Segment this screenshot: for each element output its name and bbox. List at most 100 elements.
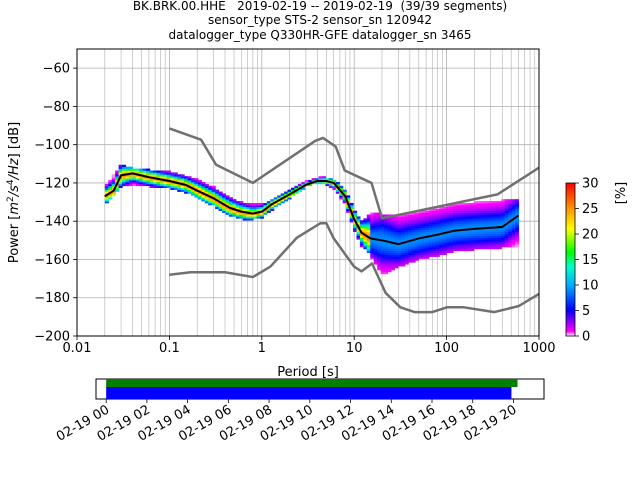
density-cell	[166, 174, 171, 177]
density-cell	[373, 224, 378, 227]
chart-title-line-2: sensor_type STS-2 sensor_sn 120942	[208, 13, 432, 27]
density-cell	[404, 260, 409, 263]
density-cell	[211, 201, 216, 204]
density-cell	[380, 248, 385, 252]
density-cell	[249, 204, 254, 208]
density-cell	[473, 225, 478, 229]
density-cell	[163, 178, 168, 181]
density-cell	[456, 237, 461, 240]
density-cell	[501, 239, 506, 242]
density-cell	[139, 180, 144, 183]
density-cell	[511, 243, 516, 246]
density-cell	[394, 220, 399, 223]
density-cell	[449, 247, 454, 250]
density-cell	[477, 218, 482, 221]
density-cell	[453, 220, 458, 223]
density-cell	[425, 218, 430, 221]
density-cell	[232, 204, 237, 208]
density-cell	[446, 224, 451, 227]
density-cell	[446, 239, 451, 242]
density-cell	[380, 227, 385, 231]
density-cell	[270, 199, 275, 202]
density-cell	[122, 176, 127, 179]
density-cell	[477, 229, 482, 233]
density-cell	[104, 195, 109, 198]
density-cell	[132, 180, 137, 183]
density-cell	[487, 227, 492, 231]
density-cell	[290, 187, 296, 190]
density-cell	[228, 214, 233, 217]
density-cell	[125, 176, 130, 179]
density-cell	[459, 235, 464, 238]
density-cell	[408, 248, 413, 252]
density-cell	[384, 266, 389, 269]
density-cell	[466, 237, 471, 240]
density-cell	[463, 204, 468, 208]
density-cell	[366, 231, 371, 234]
density-cell	[366, 220, 371, 223]
density-cell	[225, 212, 230, 215]
density-cell	[387, 245, 392, 248]
density-cell	[466, 204, 471, 208]
density-cell	[315, 178, 320, 181]
density-cell	[459, 227, 464, 231]
density-cell	[173, 183, 178, 187]
density-cell	[187, 181, 192, 185]
density-cell	[515, 203, 520, 206]
density-cell	[439, 225, 444, 229]
density-cell	[473, 237, 478, 240]
density-cell	[187, 178, 192, 181]
density-cell	[494, 212, 499, 215]
density-cell	[515, 229, 520, 233]
density-cell	[359, 241, 364, 244]
density-cell	[484, 214, 489, 217]
density-cell	[280, 201, 285, 204]
density-cell	[380, 266, 385, 269]
density-cell	[404, 243, 409, 246]
density-cell	[111, 174, 116, 177]
density-cell	[401, 231, 406, 234]
data-coverage-bar	[106, 379, 518, 387]
density-cell	[390, 231, 395, 234]
density-cell	[425, 247, 430, 250]
density-cell	[415, 229, 420, 233]
density-cell	[339, 185, 344, 189]
density-cell	[490, 229, 495, 233]
density-cell	[218, 199, 223, 202]
density-cell	[504, 224, 509, 227]
density-cell	[253, 204, 258, 208]
density-cell	[442, 222, 447, 225]
density-cell	[470, 241, 475, 244]
density-cell	[401, 233, 406, 236]
density-cell	[390, 227, 395, 231]
density-cell	[421, 254, 427, 257]
density-cell	[515, 212, 520, 215]
density-cell	[373, 214, 378, 217]
density-cell	[390, 225, 395, 229]
density-cell	[349, 203, 354, 206]
density-cell	[466, 239, 471, 242]
density-cell	[239, 204, 244, 208]
density-cell	[118, 178, 123, 181]
density-cell	[418, 239, 423, 242]
density-cell	[242, 203, 247, 206]
density-cell	[494, 218, 499, 221]
density-cell	[432, 208, 437, 211]
density-cell	[456, 214, 461, 217]
density-cell	[353, 224, 358, 227]
density-cell	[218, 195, 223, 198]
density-cell	[497, 243, 502, 246]
density-cell	[459, 237, 464, 240]
density-cell	[187, 187, 192, 190]
density-cell	[204, 187, 209, 190]
density-cell	[256, 206, 261, 210]
density-cell	[411, 222, 416, 225]
density-cell	[421, 225, 427, 229]
density-cell	[446, 218, 451, 221]
density-cell	[415, 222, 420, 225]
density-cell	[415, 254, 420, 257]
density-cell	[494, 243, 499, 246]
